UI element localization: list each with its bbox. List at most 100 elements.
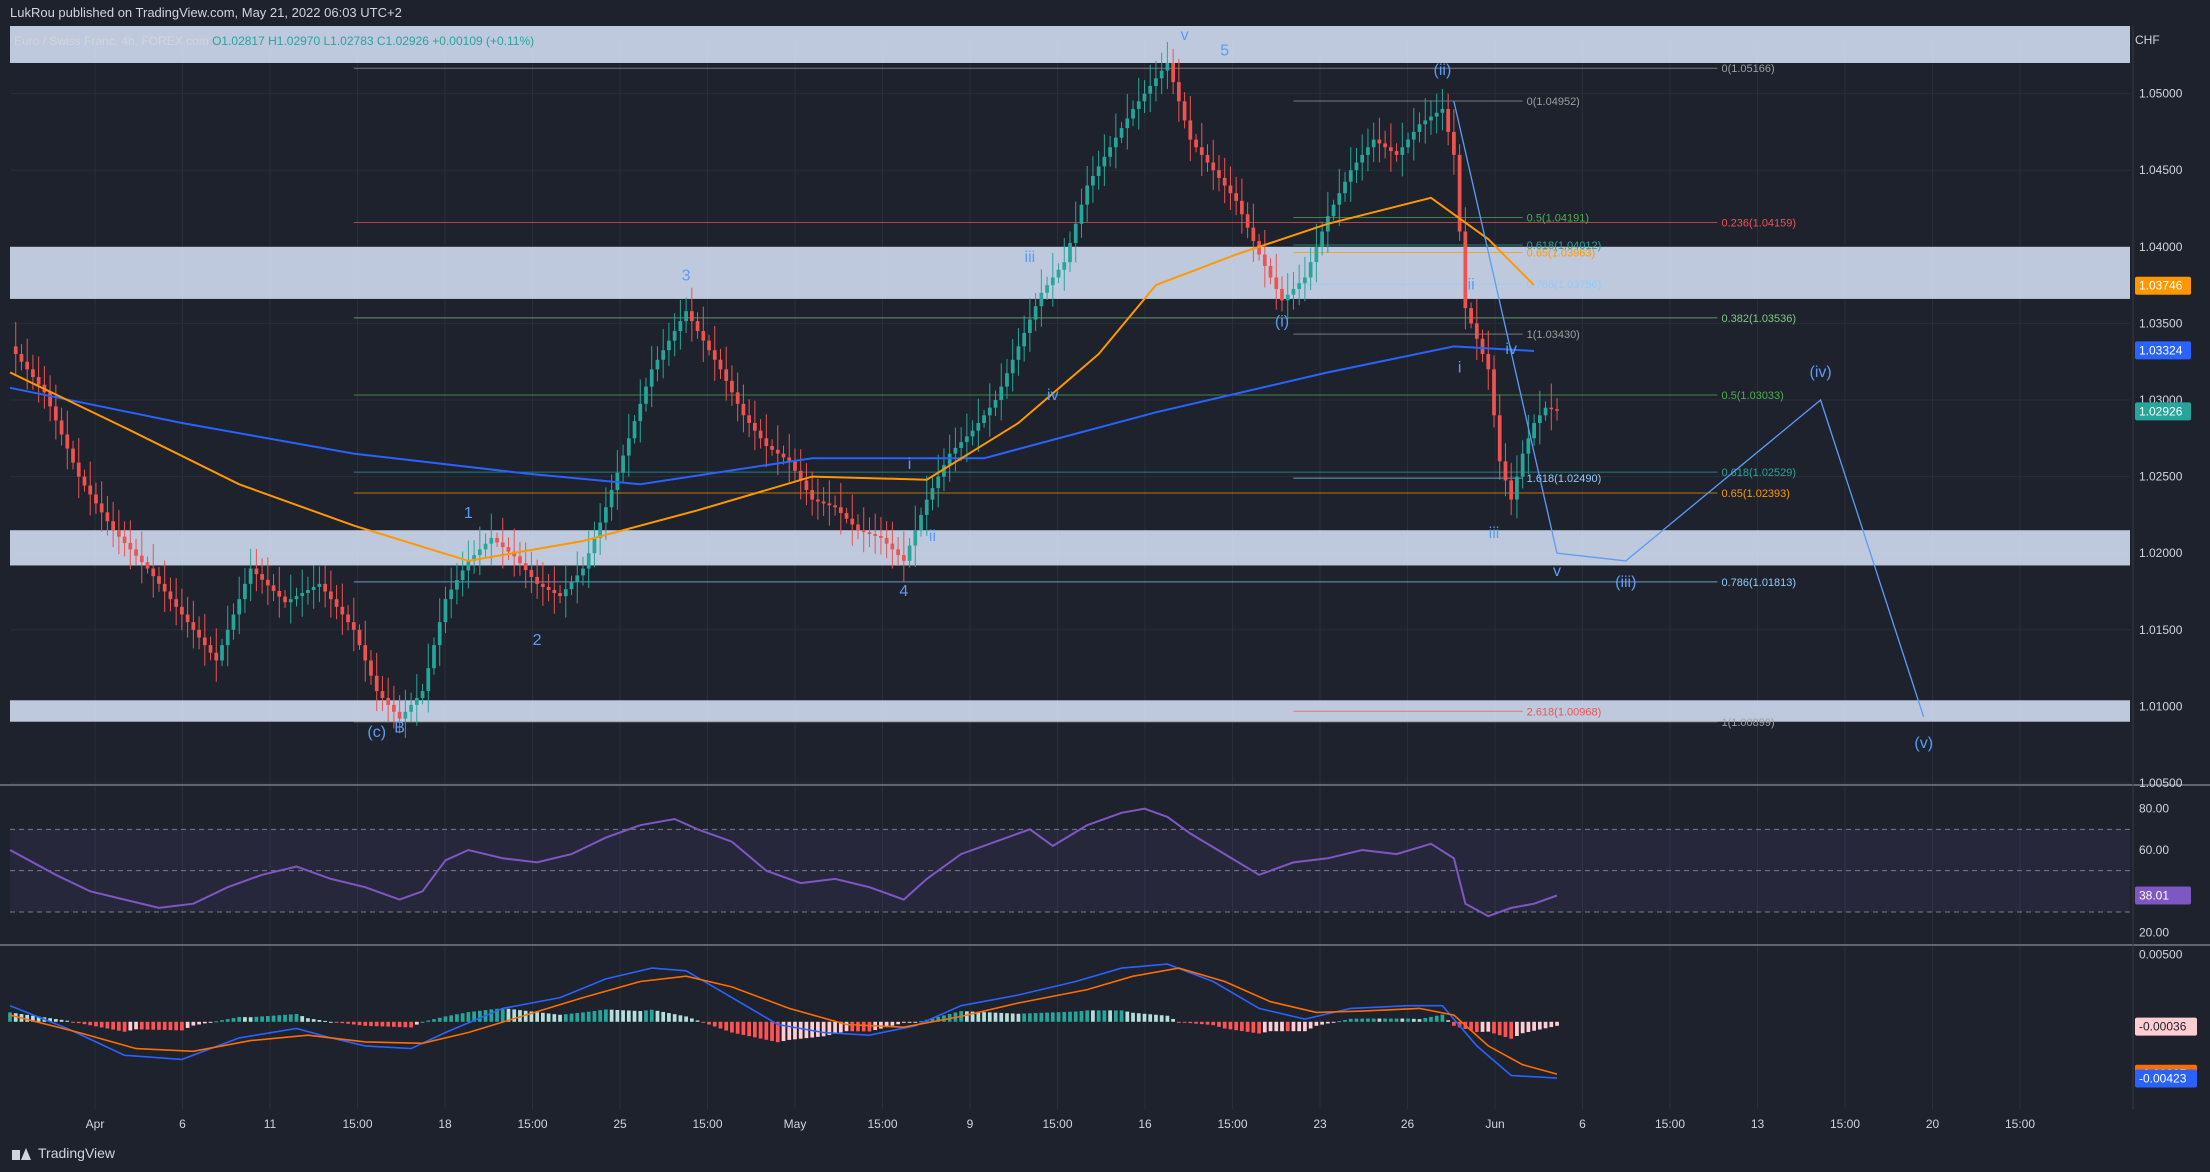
macd-histogram-bar	[735, 1021, 740, 1034]
candle-body	[879, 535, 883, 538]
wave-label-2: 1	[464, 505, 473, 522]
candle-body	[581, 568, 585, 576]
candle-body	[770, 445, 774, 450]
price-badge-2: 1.02926	[2139, 404, 2183, 418]
candle-body	[987, 407, 992, 416]
macd-histogram-bar	[277, 1015, 282, 1022]
candle-body	[1245, 214, 1250, 228]
candle-body	[1515, 476, 1519, 500]
candle-body	[632, 421, 637, 439]
macd-histogram-bar	[117, 1021, 121, 1031]
macd-histogram-bar	[31, 1015, 35, 1022]
candle-body	[1171, 62, 1175, 83]
macd-histogram-bar	[1039, 1012, 1044, 1022]
macd-histogram-bar	[466, 1012, 471, 1022]
ohlc-legend-part-2: H1.02970	[268, 34, 323, 48]
macd-histogram-bar	[495, 1008, 499, 1022]
macd-histogram-bar	[1406, 1018, 1410, 1022]
macd-histogram-bar	[168, 1021, 173, 1031]
time-tick-9: 15:00	[867, 1117, 897, 1131]
macd-histogram-bar	[1119, 1010, 1124, 1022]
macd-histogram-bar	[1440, 1014, 1445, 1022]
candle-body	[1486, 354, 1491, 370]
macd-histogram-bar	[1142, 1013, 1147, 1022]
macd-histogram-bar	[397, 1021, 402, 1028]
time-tick-20: 15:00	[1830, 1117, 1860, 1131]
candle-body	[13, 346, 18, 355]
wave-label-22: (v)	[1914, 735, 1933, 752]
macd-histogram-bar	[1543, 1021, 1548, 1029]
candle-body	[1205, 154, 1210, 163]
wave-label-5: 4	[899, 583, 908, 600]
macd-histogram-bar	[185, 1021, 190, 1028]
wave-label-4: 3	[682, 268, 691, 285]
macd-histogram-bar	[311, 1019, 316, 1022]
candle-body	[191, 622, 196, 630]
wave-label-16: i	[1458, 359, 1462, 376]
candle-body	[1474, 323, 1479, 339]
candle-body	[1463, 231, 1468, 309]
macd-histogram-bar	[1520, 1021, 1525, 1034]
macd-histogram-bar	[283, 1014, 287, 1022]
candle-body	[844, 512, 849, 519]
macd-histogram-bar	[76, 1021, 81, 1024]
candle-body	[1005, 373, 1009, 387]
candle-body	[552, 589, 557, 594]
macd-histogram-bar	[884, 1021, 889, 1028]
candle-body	[827, 503, 832, 506]
macd-histogram-bar	[59, 1019, 64, 1022]
fib-level-label-b-7: 2.618(1.00968)	[1527, 706, 1602, 718]
macd-histogram-bar	[518, 1010, 522, 1022]
macd-histogram-bar	[294, 1014, 299, 1022]
macd-histogram-bar	[340, 1021, 345, 1024]
candle-body	[1543, 407, 1548, 416]
macd-histogram-bar	[300, 1016, 305, 1022]
macd-histogram-bar	[1280, 1021, 1284, 1032]
price-badge-0: 1.03746	[2139, 279, 2183, 293]
candle-body	[1446, 108, 1451, 132]
macd-histogram-bar	[1348, 1018, 1353, 1022]
macd-histogram-bar	[856, 1021, 860, 1032]
macd-histogram-bar	[420, 1021, 425, 1023]
macd-histogram-bar	[1251, 1021, 1256, 1033]
macd-histogram-bar	[1429, 1016, 1433, 1022]
macd-histogram-bar	[1005, 1013, 1009, 1022]
ohlc-legend-part-4: C1.02926	[377, 34, 432, 48]
macd-histogram-bar	[1268, 1021, 1273, 1032]
macd-histogram-bar	[82, 1021, 87, 1025]
macd-badge-bg-0	[2135, 1017, 2197, 1036]
candle-body	[1480, 338, 1485, 355]
macd-histogram-bar	[1234, 1021, 1239, 1031]
candle-body	[1400, 147, 1405, 155]
candle-body	[890, 543, 895, 550]
time-tick-16: Jun	[1485, 1117, 1504, 1131]
tradingview-logo[interactable]: TradingView	[12, 1137, 115, 1170]
candle-body	[1411, 131, 1416, 140]
macd-signal-line	[9, 967, 1558, 1075]
candle-body	[1520, 453, 1525, 477]
candle-body	[1377, 139, 1382, 144]
moving-average-slow	[9, 345, 1535, 486]
candle-body	[833, 505, 837, 508]
candle-body	[678, 321, 683, 332]
macd-histogram-bar	[993, 1012, 998, 1022]
fib-level-label-a-0: 0(1.05166)	[1721, 63, 1774, 75]
chart-area[interactable]: 0(1.05166) 0.236(1.04159) 0.382(1.03536) 0.…	[0, 26, 2210, 1137]
macd-histogram-bar	[787, 1021, 792, 1040]
macd-histogram-bar	[260, 1016, 264, 1022]
candle-body	[735, 392, 740, 404]
macd-histogram-bar	[392, 1021, 396, 1027]
macd-histogram-bar	[816, 1021, 820, 1037]
macd-histogram-bar	[1446, 1020, 1451, 1022]
macd-histogram-bar	[798, 1021, 803, 1039]
macd-histogram-bar	[1010, 1013, 1015, 1022]
candle-body	[1434, 112, 1439, 117]
macd-histogram-bar	[403, 1021, 408, 1028]
candle-body	[999, 386, 1004, 401]
macd-histogram-bar	[151, 1021, 156, 1030]
candle-body	[529, 570, 534, 577]
macd-histogram-bar	[1303, 1021, 1307, 1032]
candle-body	[500, 542, 505, 548]
macd-histogram-bar	[208, 1021, 213, 1023]
candle-body	[787, 457, 792, 462]
